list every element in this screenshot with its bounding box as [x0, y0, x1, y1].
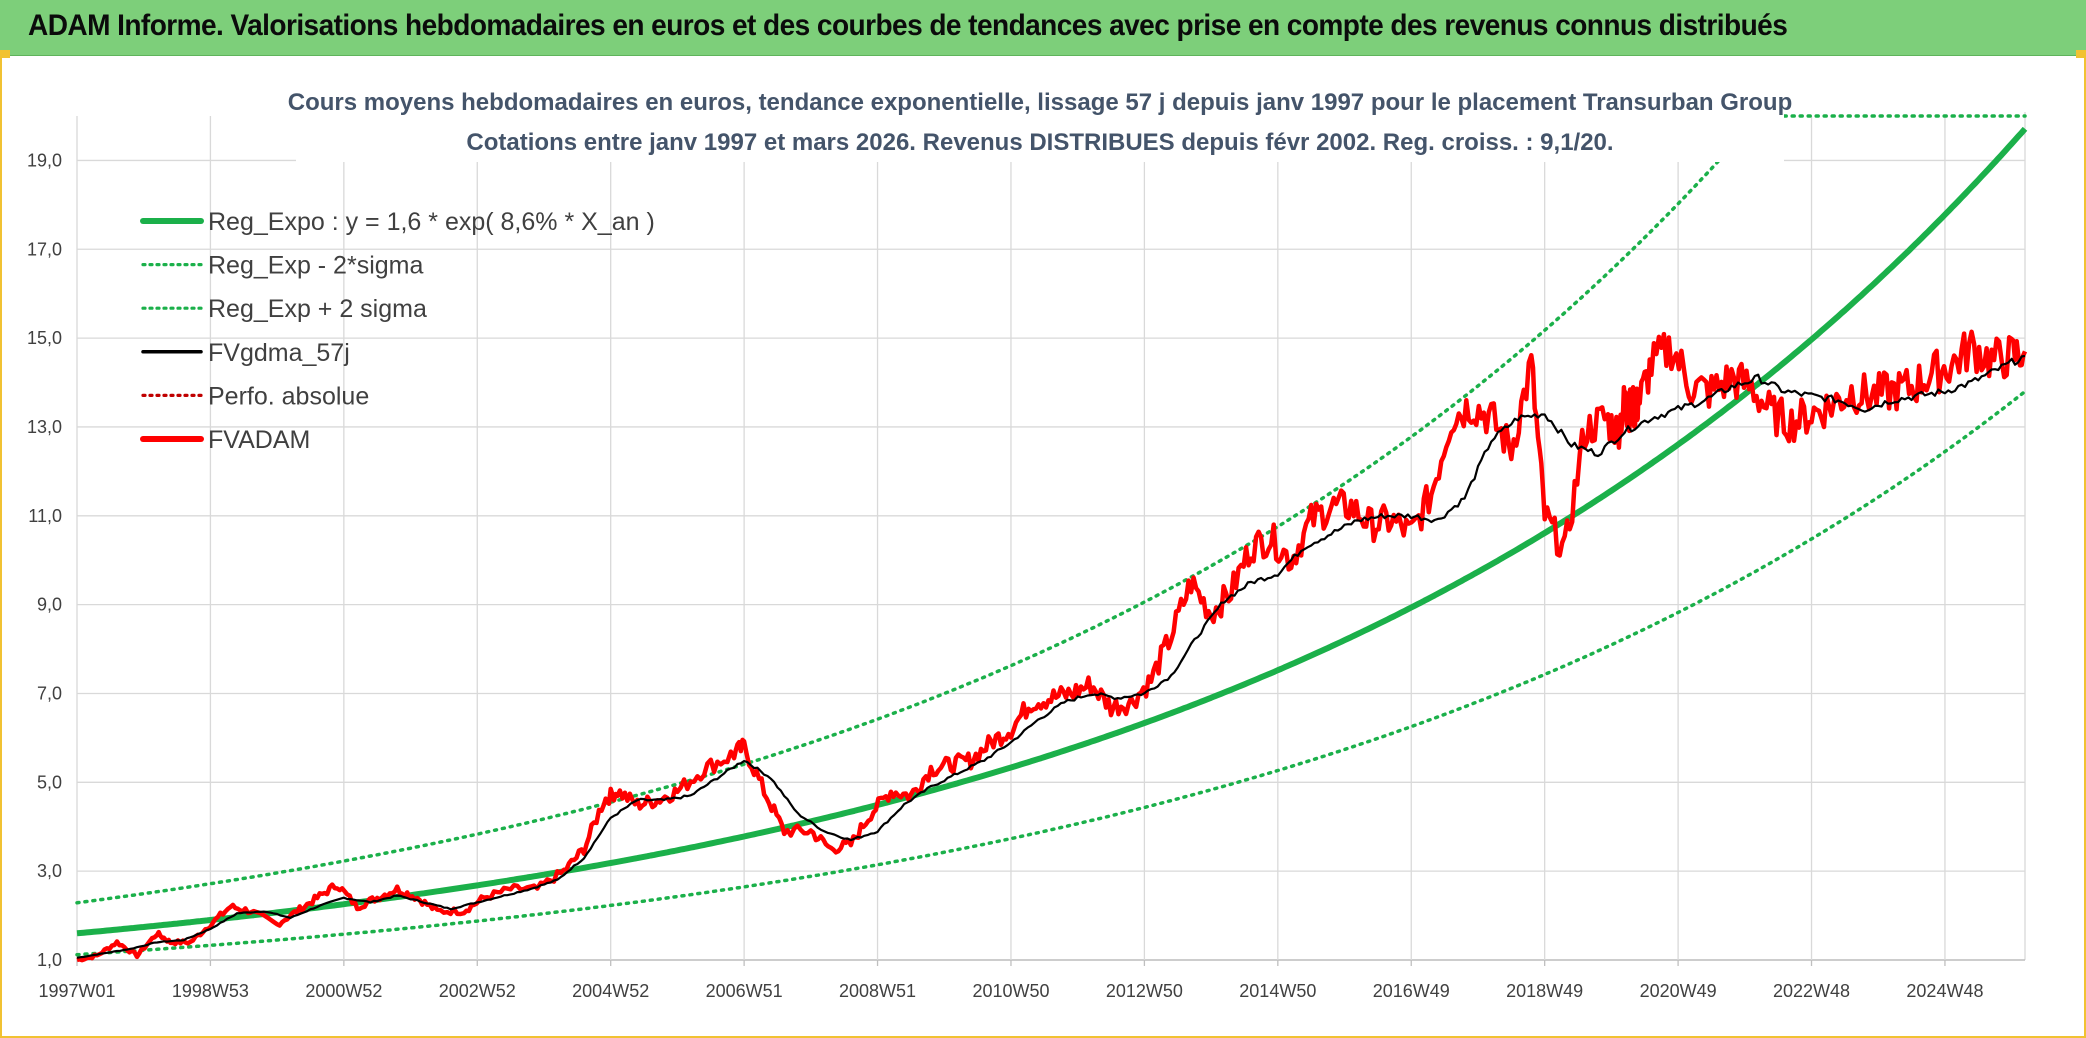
header-banner: ADAM Informe. Valorisations hebdomadaire… [0, 0, 2086, 56]
frame-corner-right [2076, 50, 2086, 58]
title-background [296, 86, 1784, 162]
x-tick-label: 2020W49 [1640, 981, 1717, 1001]
x-tick-label: 2012W50 [1106, 981, 1183, 1001]
y-tick-label: 5,0 [37, 772, 62, 792]
y-tick-label: 13,0 [27, 417, 62, 437]
y-tick-label: 11,0 [28, 506, 62, 526]
x-tick-label: 2004W52 [572, 981, 649, 1001]
x-tick-label: 2022W48 [1773, 981, 1850, 1001]
series-fvadam-line [76, 329, 2028, 963]
x-tick-label: 2008W51 [839, 981, 916, 1001]
series-fvgdma-line [76, 354, 2026, 959]
frame-corner-left [0, 50, 10, 58]
legend-label: Reg_Expo : y = 1,6 * exp( 8,6% * X_an ) [208, 208, 655, 236]
plot-series [75, 114, 2028, 963]
legend-label: Reg_Exp - 2*sigma [208, 252, 423, 280]
x-tick-label: 1998W53 [172, 981, 249, 1001]
banner-title: ADAM Informe. Valorisations hebdomadaire… [28, 9, 1788, 42]
chart-title-line-1: Cours moyens hebdomadaires en euros, ten… [288, 89, 1792, 116]
y-axis: 1,0 3,0 5,0 7,0 9,0 11,0 13,0 15,0 17,0 19,0 [27, 150, 62, 970]
trend-upper-line [75, 114, 2027, 905]
x-axis: 1997W01 1998W53 2000W52 2002W52 2004W52 2006W… [38, 981, 1983, 1001]
legend-label: FVgdma_57j [208, 339, 350, 367]
x-tick-label: 2002W52 [439, 981, 516, 1001]
y-tick-label: 9,0 [37, 595, 62, 615]
y-tick-label: 7,0 [37, 683, 62, 703]
grid [76, 112, 2026, 966]
x-tick-label: 2014W50 [1239, 981, 1316, 1001]
legend-label: FVADAM [208, 426, 310, 454]
x-tick-label: 2018W49 [1506, 981, 1583, 1001]
y-tick-label: 19,0 [27, 150, 62, 170]
y-tick-label: 1,0 [37, 950, 62, 970]
y-tick-label: 3,0 [37, 861, 62, 881]
y-tick-label: 17,0 [27, 239, 62, 259]
trend-lower-line [75, 389, 2027, 957]
x-tick-label: 1997W01 [38, 981, 115, 1001]
x-tick-label: 2006W51 [706, 981, 783, 1001]
y-tick-label: 15,0 [27, 328, 62, 348]
chart-title-line-2: Cotations entre janv 1997 et mars 2026. … [466, 129, 1613, 156]
x-tick-label: 2016W49 [1373, 981, 1450, 1001]
x-tick-label: 2000W52 [305, 981, 382, 1001]
legend: Reg_Expo : y = 1,6 * exp( 8,6% * X_an ) R… [140, 208, 655, 454]
legend-label: Perfo. absolue [208, 382, 369, 410]
x-tick-label: 2024W48 [1906, 981, 1983, 1001]
legend-label: Reg_Exp + 2 sigma [208, 295, 427, 323]
x-tick-label: 2010W50 [972, 981, 1049, 1001]
